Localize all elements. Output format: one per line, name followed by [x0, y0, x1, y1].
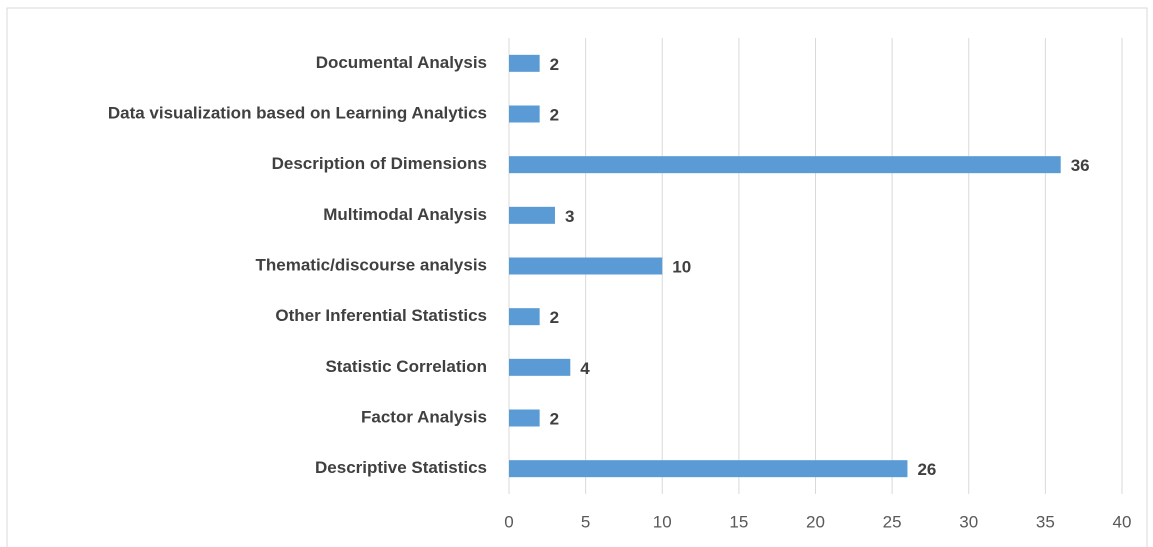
x-tick-label: 40 [1113, 512, 1132, 531]
y-tick-label: Statistic Correlation [325, 357, 487, 376]
bar [509, 358, 571, 376]
y-tick-label: Factor Analysis [361, 407, 487, 426]
y-tick-label: Multimodal Analysis [323, 205, 487, 224]
y-tick-label: Data visualization based on Learning Ana… [108, 103, 487, 122]
data-label: 2 [550, 308, 559, 327]
x-tick-label: 25 [883, 512, 902, 531]
x-tick-label: 20 [806, 512, 825, 531]
bar [509, 105, 540, 123]
data-label: 26 [917, 460, 936, 479]
data-label: 2 [550, 409, 559, 428]
data-label: 2 [550, 55, 559, 74]
y-tick-label: Documental Analysis [316, 53, 487, 72]
bar [509, 206, 555, 224]
x-tick-label: 5 [581, 512, 590, 531]
bar [509, 409, 540, 427]
y-tick-label: Description of Dimensions [272, 154, 487, 173]
bar [509, 257, 663, 275]
y-tick-label: Descriptive Statistics [315, 458, 487, 477]
x-tick-label: 0 [504, 512, 513, 531]
chart-frame [6, 7, 1148, 547]
data-label: 10 [672, 257, 691, 276]
bar [509, 156, 1061, 174]
x-tick-label: 10 [653, 512, 672, 531]
bar [509, 460, 908, 478]
bar [509, 308, 540, 326]
x-tick-label: 35 [1036, 512, 1055, 531]
data-label: 4 [580, 359, 590, 378]
data-label: 3 [565, 207, 574, 226]
data-label: 2 [550, 105, 559, 124]
x-tick-label: 30 [959, 512, 978, 531]
x-tick-label: 15 [729, 512, 748, 531]
data-label: 36 [1071, 156, 1090, 175]
bar [509, 54, 540, 72]
y-tick-label: Thematic/discourse analysis [256, 255, 488, 274]
y-tick-label: Other Inferential Statistics [275, 306, 487, 325]
